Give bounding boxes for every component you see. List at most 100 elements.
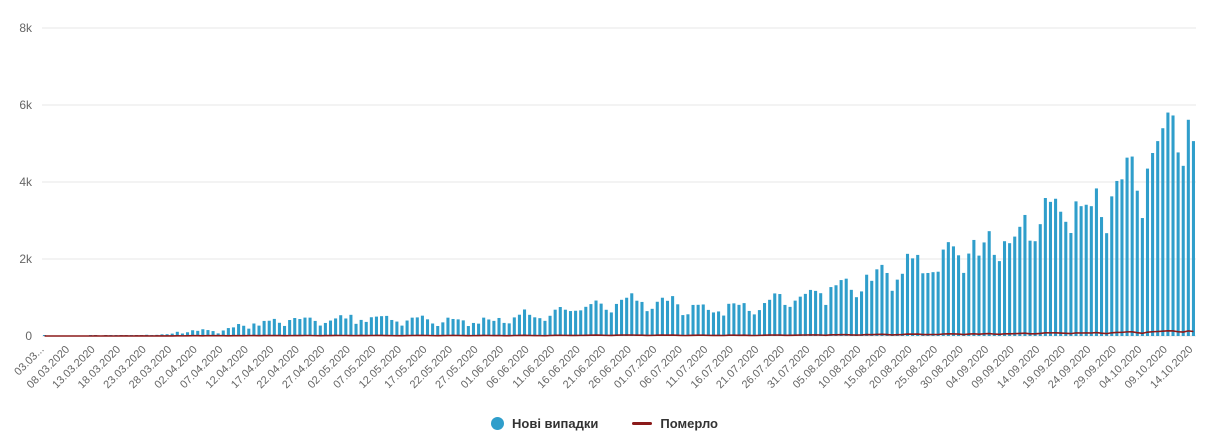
bar-new-cases[interactable] <box>574 310 578 336</box>
bar-new-cases[interactable] <box>834 285 838 336</box>
bar-new-cases[interactable] <box>921 273 925 336</box>
bar-new-cases[interactable] <box>951 246 955 336</box>
bar-new-cases[interactable] <box>803 293 807 336</box>
bar-new-cases[interactable] <box>563 309 567 336</box>
bar-new-cases[interactable] <box>778 294 782 336</box>
bar-new-cases[interactable] <box>231 327 236 336</box>
bar-new-cases[interactable] <box>1059 211 1063 336</box>
bar-new-cases[interactable] <box>599 303 603 336</box>
bar-new-cases[interactable] <box>548 315 552 336</box>
bar-new-cases[interactable] <box>727 303 731 336</box>
bar-new-cases[interactable] <box>992 254 996 336</box>
bar-new-cases[interactable] <box>211 331 215 336</box>
bar-new-cases[interactable] <box>880 264 884 336</box>
bar-new-cases[interactable] <box>905 253 910 336</box>
bar-new-cases[interactable] <box>1079 206 1083 336</box>
bar-new-cases[interactable] <box>742 303 746 336</box>
bar-new-cases[interactable] <box>589 304 593 336</box>
bar-new-cases[interactable] <box>471 322 475 336</box>
bar-new-cases[interactable] <box>553 309 557 336</box>
bar-new-cases[interactable] <box>691 304 695 336</box>
bar-new-cases[interactable] <box>477 323 481 336</box>
bar-new-cases[interactable] <box>655 301 659 336</box>
bar-new-cases[interactable] <box>620 299 624 336</box>
bar-new-cases[interactable] <box>696 304 700 336</box>
bar-new-cases[interactable] <box>446 317 450 336</box>
bar-new-cases[interactable] <box>1038 224 1042 336</box>
bar-new-cases[interactable] <box>931 272 935 336</box>
bar-new-cases[interactable] <box>523 309 527 336</box>
bar-new-cases[interactable] <box>369 317 373 336</box>
bar-new-cases[interactable] <box>819 293 823 336</box>
bar-new-cases[interactable] <box>681 315 685 336</box>
bar-new-cases[interactable] <box>191 330 195 336</box>
bar-new-cases[interactable] <box>594 300 598 336</box>
bar-new-cases[interactable] <box>385 315 389 336</box>
bar-new-cases[interactable] <box>512 317 516 336</box>
bar-new-cases[interactable] <box>262 320 266 336</box>
bar-new-cases[interactable] <box>1013 236 1017 336</box>
bar-new-cases[interactable] <box>543 320 547 336</box>
bar-new-cases[interactable] <box>957 255 961 336</box>
bar-new-cases[interactable] <box>1181 165 1185 336</box>
bar-new-cases[interactable] <box>865 274 869 336</box>
bar-new-cases[interactable] <box>180 333 184 337</box>
bar-new-cases[interactable] <box>1186 119 1190 336</box>
bar-new-cases[interactable] <box>374 316 378 336</box>
bar-new-cases[interactable] <box>788 306 792 336</box>
bar-new-cases[interactable] <box>1089 206 1093 336</box>
bar-new-cases[interactable] <box>328 320 333 336</box>
bar-new-cases[interactable] <box>185 332 190 336</box>
bar-new-cases[interactable] <box>916 254 920 336</box>
bar-new-cases[interactable] <box>732 303 736 336</box>
bar-new-cases[interactable] <box>308 317 312 336</box>
bar-new-cases[interactable] <box>492 320 496 336</box>
bar-new-cases[interactable] <box>170 333 174 336</box>
bar-new-cases[interactable] <box>895 279 899 336</box>
bar-new-cases[interactable] <box>671 296 675 336</box>
bar-new-cases[interactable] <box>967 253 971 336</box>
bar-new-cases[interactable] <box>972 239 976 336</box>
bar-new-cases[interactable] <box>349 314 353 336</box>
bar-new-cases[interactable] <box>757 310 761 336</box>
bar-new-cases[interactable] <box>1171 115 1175 336</box>
line-deaths[interactable] <box>44 330 1194 337</box>
bar-new-cases[interactable] <box>773 293 777 336</box>
bar-new-cases[interactable] <box>722 315 726 336</box>
bar-new-cases[interactable] <box>1064 221 1068 336</box>
bar-new-cases[interactable] <box>860 291 864 336</box>
bar-new-cases[interactable] <box>272 318 276 336</box>
bar-new-cases[interactable] <box>1166 112 1170 336</box>
bar-new-cases[interactable] <box>293 318 297 336</box>
bar-new-cases[interactable] <box>890 290 894 336</box>
bar-new-cases[interactable] <box>252 323 256 336</box>
bar-new-cases[interactable] <box>502 322 506 336</box>
legend-item-deaths[interactable]: Померло <box>632 416 718 431</box>
bar-new-cases[interactable] <box>415 317 419 336</box>
bar-new-cases[interactable] <box>277 322 281 336</box>
bar-new-cases[interactable] <box>762 303 767 336</box>
bar-new-cases[interactable] <box>686 314 690 336</box>
bar-new-cases[interactable] <box>885 272 889 336</box>
bar-new-cases[interactable] <box>768 299 772 336</box>
bar-new-cases[interactable] <box>798 296 802 336</box>
bar-new-cases[interactable] <box>737 304 741 336</box>
bar-new-cases[interactable] <box>344 318 348 336</box>
bar-new-cases[interactable] <box>165 334 169 336</box>
bar-new-cases[interactable] <box>701 304 705 336</box>
bar-new-cases[interactable] <box>1161 128 1165 336</box>
bar-new-cases[interactable] <box>431 323 435 336</box>
bar-new-cases[interactable] <box>318 325 322 336</box>
bar-new-cases[interactable] <box>364 321 368 336</box>
bar-new-cases[interactable] <box>1140 218 1144 336</box>
bar-new-cases[interactable] <box>640 301 644 336</box>
bar-new-cases[interactable] <box>466 326 470 336</box>
bar-new-cases[interactable] <box>793 300 797 336</box>
bar-new-cases[interactable] <box>558 307 562 336</box>
bar-new-cases[interactable] <box>538 318 542 336</box>
bar-new-cases[interactable] <box>507 323 511 336</box>
bar-new-cases[interactable] <box>962 272 966 336</box>
bar-new-cases[interactable] <box>676 304 680 336</box>
bar-new-cases[interactable] <box>1084 204 1088 336</box>
bar-new-cases[interactable] <box>854 297 858 336</box>
